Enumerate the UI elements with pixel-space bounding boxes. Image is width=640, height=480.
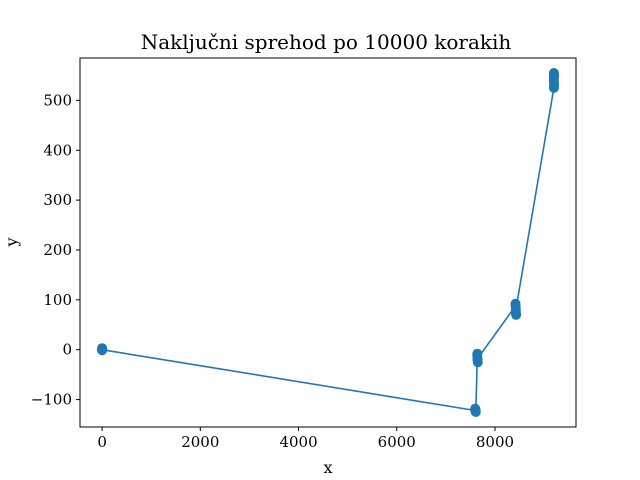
x-tick-label: 8000 bbox=[476, 433, 514, 451]
data-point bbox=[549, 69, 559, 80]
data-point bbox=[472, 353, 483, 364]
x-axis: 0 2000 4000 6000 8000 bbox=[97, 427, 514, 451]
data-point bbox=[470, 407, 481, 417]
x-tick-label: 6000 bbox=[378, 433, 416, 451]
y-tick-label: 0 bbox=[62, 341, 72, 359]
plot-frame bbox=[79, 57, 577, 428]
y-tick-label: −100 bbox=[31, 391, 72, 409]
data-point bbox=[97, 344, 108, 355]
x-axis-label: x bbox=[323, 458, 332, 477]
y-tick-label: 200 bbox=[43, 241, 72, 259]
y-tick-label: 300 bbox=[43, 191, 72, 209]
x-tick-label: 0 bbox=[97, 433, 107, 451]
data-layer bbox=[97, 68, 560, 417]
data-point bbox=[510, 304, 521, 315]
x-tick-label: 4000 bbox=[279, 433, 317, 451]
x-tick-label: 2000 bbox=[181, 433, 219, 451]
y-tick-label: 400 bbox=[43, 141, 72, 159]
y-axis-label: y bbox=[2, 237, 21, 247]
y-tick-label: 500 bbox=[43, 91, 72, 109]
series-line bbox=[101, 72, 555, 413]
y-axis: −100 0 100 200 300 400 500 bbox=[31, 91, 80, 409]
chart-title: Naključni sprehod po 10000 korakih bbox=[141, 30, 512, 54]
y-tick-label: 100 bbox=[43, 291, 72, 309]
